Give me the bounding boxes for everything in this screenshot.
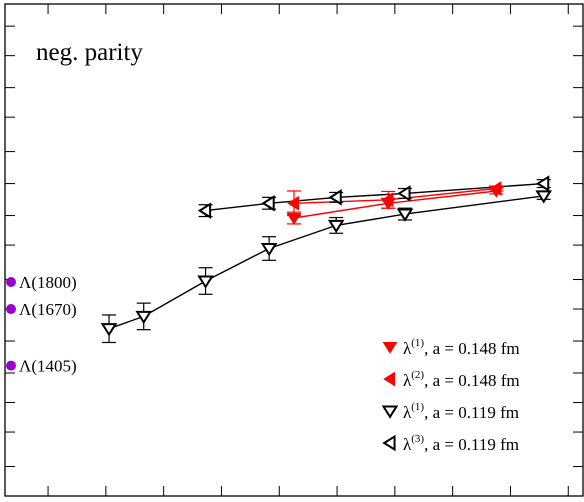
series-line	[293, 187, 497, 204]
data-point	[100, 323, 118, 337]
resonance-label: Λ(1800)	[19, 273, 77, 292]
data-point	[381, 405, 399, 419]
legend-label: λ(1), a = 0.148 fm	[403, 337, 520, 358]
legend-item: λ(3), a = 0.119 fm	[382, 433, 519, 454]
legend-label: λ(2), a = 0.148 fm	[403, 369, 520, 390]
legend-label: λ(3), a = 0.119 fm	[403, 433, 519, 454]
series-points	[100, 175, 553, 344]
series-line	[108, 195, 544, 330]
data-point	[397, 185, 411, 202]
data-point	[382, 434, 396, 452]
resonance-label: Λ(1670)	[19, 300, 77, 319]
legend: λ(1), a = 0.148 fm λ(2), a = 0.148 fm λ(1)…	[381, 337, 520, 454]
data-point	[535, 190, 553, 204]
data-point	[382, 341, 398, 354]
data-point	[396, 208, 414, 222]
data-point	[381, 192, 394, 208]
legend-label: λ(1), a = 0.119 fm	[403, 401, 519, 422]
data-point	[287, 195, 300, 211]
resonance-markers: Λ(1800) Λ(1670) Λ(1405)	[6, 273, 77, 376]
data-point	[197, 275, 214, 289]
resonance-dot	[6, 304, 16, 315]
resonance-label: Λ(1405)	[19, 357, 77, 376]
data-point	[328, 189, 342, 206]
data-point	[197, 202, 212, 219]
data-point	[135, 310, 153, 325]
legend-item: λ(1), a = 0.119 fm	[381, 401, 519, 422]
legend-item: λ(2), a = 0.148 fm	[383, 369, 520, 390]
axis-ticks	[4, 4, 583, 496]
data-point	[260, 242, 278, 257]
data-point	[327, 219, 345, 234]
resonance-dot	[6, 276, 16, 287]
data-point	[535, 175, 550, 192]
data-point	[261, 194, 275, 212]
plot-frame	[4, 3, 584, 497]
data-point	[383, 371, 396, 387]
series-line	[293, 190, 497, 219]
chart-title: neg. parity	[36, 39, 143, 66]
resonance-dot	[6, 360, 16, 371]
legend-item: λ(1), a = 0.148 fm	[382, 337, 520, 358]
data-point	[489, 181, 502, 196]
series-lines	[108, 182, 544, 330]
